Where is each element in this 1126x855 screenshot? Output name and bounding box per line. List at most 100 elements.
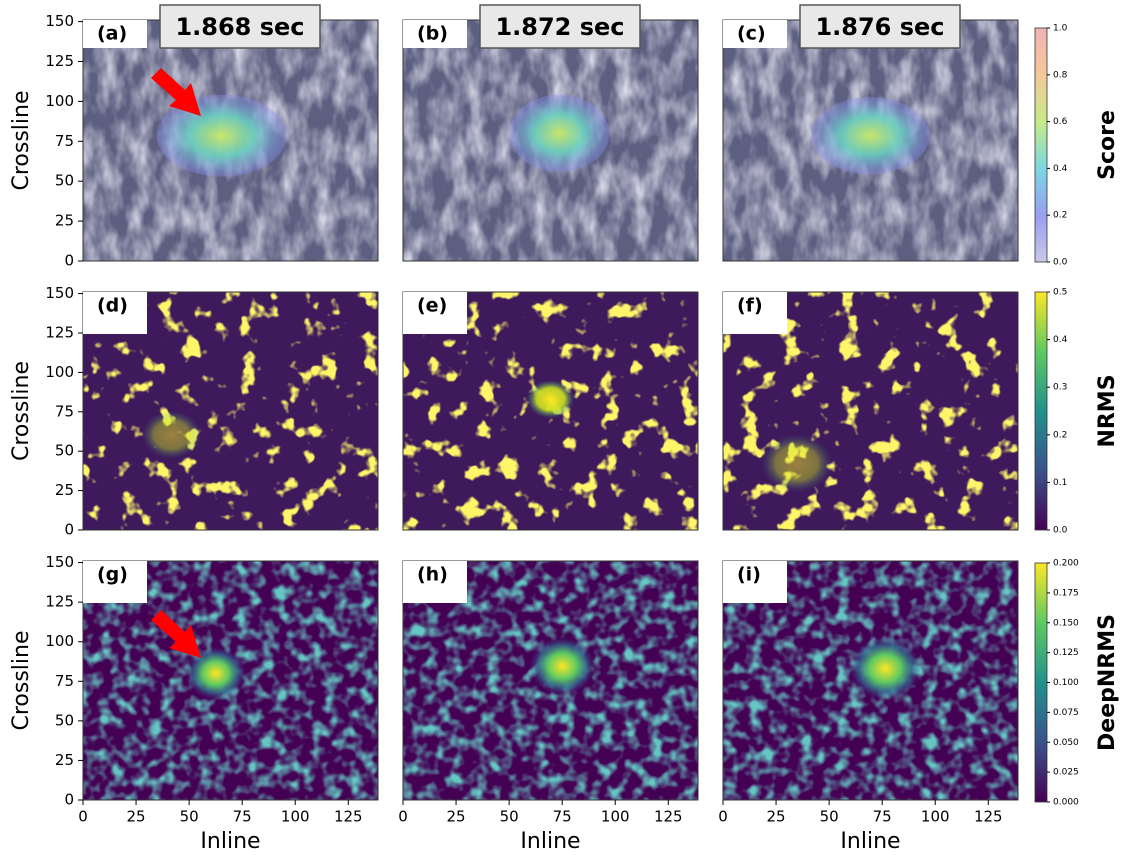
y-tick-label: 75 bbox=[55, 132, 74, 150]
heatmap-panel bbox=[403, 20, 698, 261]
y-tick-label: 100 bbox=[45, 92, 74, 110]
heatmap-anomaly bbox=[761, 435, 832, 492]
y-tick-label: 125 bbox=[45, 323, 74, 341]
x-tick-label: 75 bbox=[873, 808, 892, 826]
x-tick-label: 75 bbox=[233, 808, 252, 826]
y-tick-label: 50 bbox=[55, 172, 74, 190]
colorbar-tick-label: 0.4 bbox=[1053, 335, 1068, 345]
heatmap-anomaly bbox=[509, 95, 609, 172]
heatmap-panel bbox=[403, 561, 698, 800]
y-tick-label: 0 bbox=[64, 521, 74, 539]
y-tick-label: 50 bbox=[55, 442, 74, 460]
x-tick-label: 100 bbox=[921, 808, 950, 826]
y-axis-label: Crossline bbox=[9, 630, 34, 730]
colorbar-tick-label: 0.100 bbox=[1053, 678, 1079, 688]
panel-label: (i) bbox=[737, 564, 761, 586]
heatmap-anomaly bbox=[527, 380, 574, 418]
y-tick-label: 25 bbox=[55, 751, 74, 769]
colorbar bbox=[1035, 292, 1047, 530]
x-tick-label: 25 bbox=[767, 808, 786, 826]
colorbar bbox=[1035, 28, 1047, 262]
colorbar-tick-label: 0.2 bbox=[1053, 430, 1067, 440]
x-tick-label: 50 bbox=[820, 808, 839, 826]
x-axis-label: Inline bbox=[520, 829, 580, 854]
x-tick-label: 125 bbox=[974, 808, 1003, 826]
colorbar-label: NRMS bbox=[1095, 374, 1120, 447]
x-tick-label: 75 bbox=[553, 808, 572, 826]
heatmap-panel bbox=[83, 292, 378, 530]
x-tick-label: 0 bbox=[718, 808, 728, 826]
y-tick-label: 25 bbox=[55, 212, 74, 230]
heatmap-panel bbox=[83, 561, 378, 800]
x-tick-label: 125 bbox=[334, 808, 363, 826]
panel-label: (e) bbox=[417, 295, 447, 317]
y-tick-label: 150 bbox=[45, 12, 74, 30]
y-tick-label: 75 bbox=[55, 672, 74, 690]
colorbar-tick-label: 0.2 bbox=[1053, 211, 1067, 221]
y-tick-label: 0 bbox=[64, 791, 74, 809]
colorbar-tick-label: 1.0 bbox=[1053, 24, 1068, 34]
heatmap-anomaly bbox=[812, 97, 930, 174]
panel-label: (g) bbox=[97, 564, 128, 586]
panel-label: (d) bbox=[97, 295, 128, 317]
y-axis-label: Crossline bbox=[9, 90, 34, 190]
y-tick-label: 100 bbox=[45, 363, 74, 381]
colorbar-tick-label: 0.050 bbox=[1053, 738, 1079, 748]
colorbar-tick-label: 0.125 bbox=[1053, 648, 1079, 658]
y-tick-label: 25 bbox=[55, 481, 74, 499]
colorbar-tick-label: 0.8 bbox=[1053, 70, 1068, 80]
y-tick-label: 150 bbox=[45, 553, 74, 571]
colorbar-tick-label: 0.075 bbox=[1053, 708, 1079, 718]
x-axis-label: Inline bbox=[200, 829, 260, 854]
panel-label: (c) bbox=[737, 23, 766, 45]
y-tick-label: 125 bbox=[45, 593, 74, 611]
colorbar-tick-label: 0.6 bbox=[1053, 117, 1068, 127]
colorbar-tick-label: 0.200 bbox=[1053, 559, 1079, 569]
figure: (a) 1.868 sec 0 25 50 75 100 125 150 Crossline (b)… bbox=[0, 0, 1126, 855]
x-tick-label: 25 bbox=[447, 808, 466, 826]
heatmap-anomaly bbox=[850, 637, 921, 699]
panel-label: (h) bbox=[417, 564, 448, 586]
colorbar-tick-label: 0.4 bbox=[1053, 164, 1068, 174]
x-tick-label: 100 bbox=[281, 808, 310, 826]
colorbar-tick-label: 0.150 bbox=[1053, 618, 1079, 628]
y-tick-label: 50 bbox=[55, 711, 74, 729]
heatmap-anomaly bbox=[530, 637, 595, 694]
y-tick-label: 0 bbox=[64, 252, 74, 270]
panel-title: 1.872 sec bbox=[495, 13, 624, 41]
heatmap-panel bbox=[403, 292, 698, 530]
panel-title: 1.868 sec bbox=[175, 13, 304, 41]
colorbar-tick-label: 0.0 bbox=[1053, 526, 1068, 536]
colorbar-tick-label: 0.175 bbox=[1053, 588, 1079, 598]
colorbar-tick-label: 0.025 bbox=[1053, 768, 1079, 778]
colorbar bbox=[1035, 563, 1047, 802]
colorbar-tick-label: 0.1 bbox=[1053, 478, 1067, 488]
x-tick-label: 0 bbox=[78, 808, 88, 826]
x-tick-label: 125 bbox=[654, 808, 683, 826]
y-tick-label: 150 bbox=[45, 284, 74, 302]
x-tick-label: 25 bbox=[127, 808, 146, 826]
y-tick-label: 125 bbox=[45, 52, 74, 70]
x-axis-label: Inline bbox=[840, 829, 900, 854]
panel-title: 1.876 sec bbox=[815, 13, 944, 41]
y-axis-label: Crossline bbox=[9, 361, 34, 461]
heatmap-panel bbox=[723, 292, 1018, 530]
panel-label: (f) bbox=[737, 295, 763, 317]
colorbar-tick-label: 0.0 bbox=[1053, 258, 1068, 268]
colorbar-label: DeepNRMS bbox=[1095, 614, 1120, 751]
panel-label: (a) bbox=[97, 23, 127, 45]
panel-label: (b) bbox=[417, 23, 448, 45]
y-tick-label: 75 bbox=[55, 402, 74, 420]
x-tick-label: 50 bbox=[180, 808, 199, 826]
x-tick-label: 0 bbox=[398, 808, 408, 826]
y-tick-label: 100 bbox=[45, 632, 74, 650]
colorbar-label: Score bbox=[1095, 110, 1120, 180]
x-tick-label: 50 bbox=[500, 808, 519, 826]
colorbar-tick-label: 0.3 bbox=[1053, 383, 1067, 393]
colorbar-tick-label: 0.5 bbox=[1053, 288, 1067, 298]
heatmap-panel bbox=[723, 20, 1018, 261]
heatmap-panel bbox=[83, 20, 378, 261]
x-tick-label: 100 bbox=[601, 808, 630, 826]
heatmap-anomaly bbox=[142, 411, 201, 459]
heatmap-panel bbox=[723, 561, 1018, 800]
